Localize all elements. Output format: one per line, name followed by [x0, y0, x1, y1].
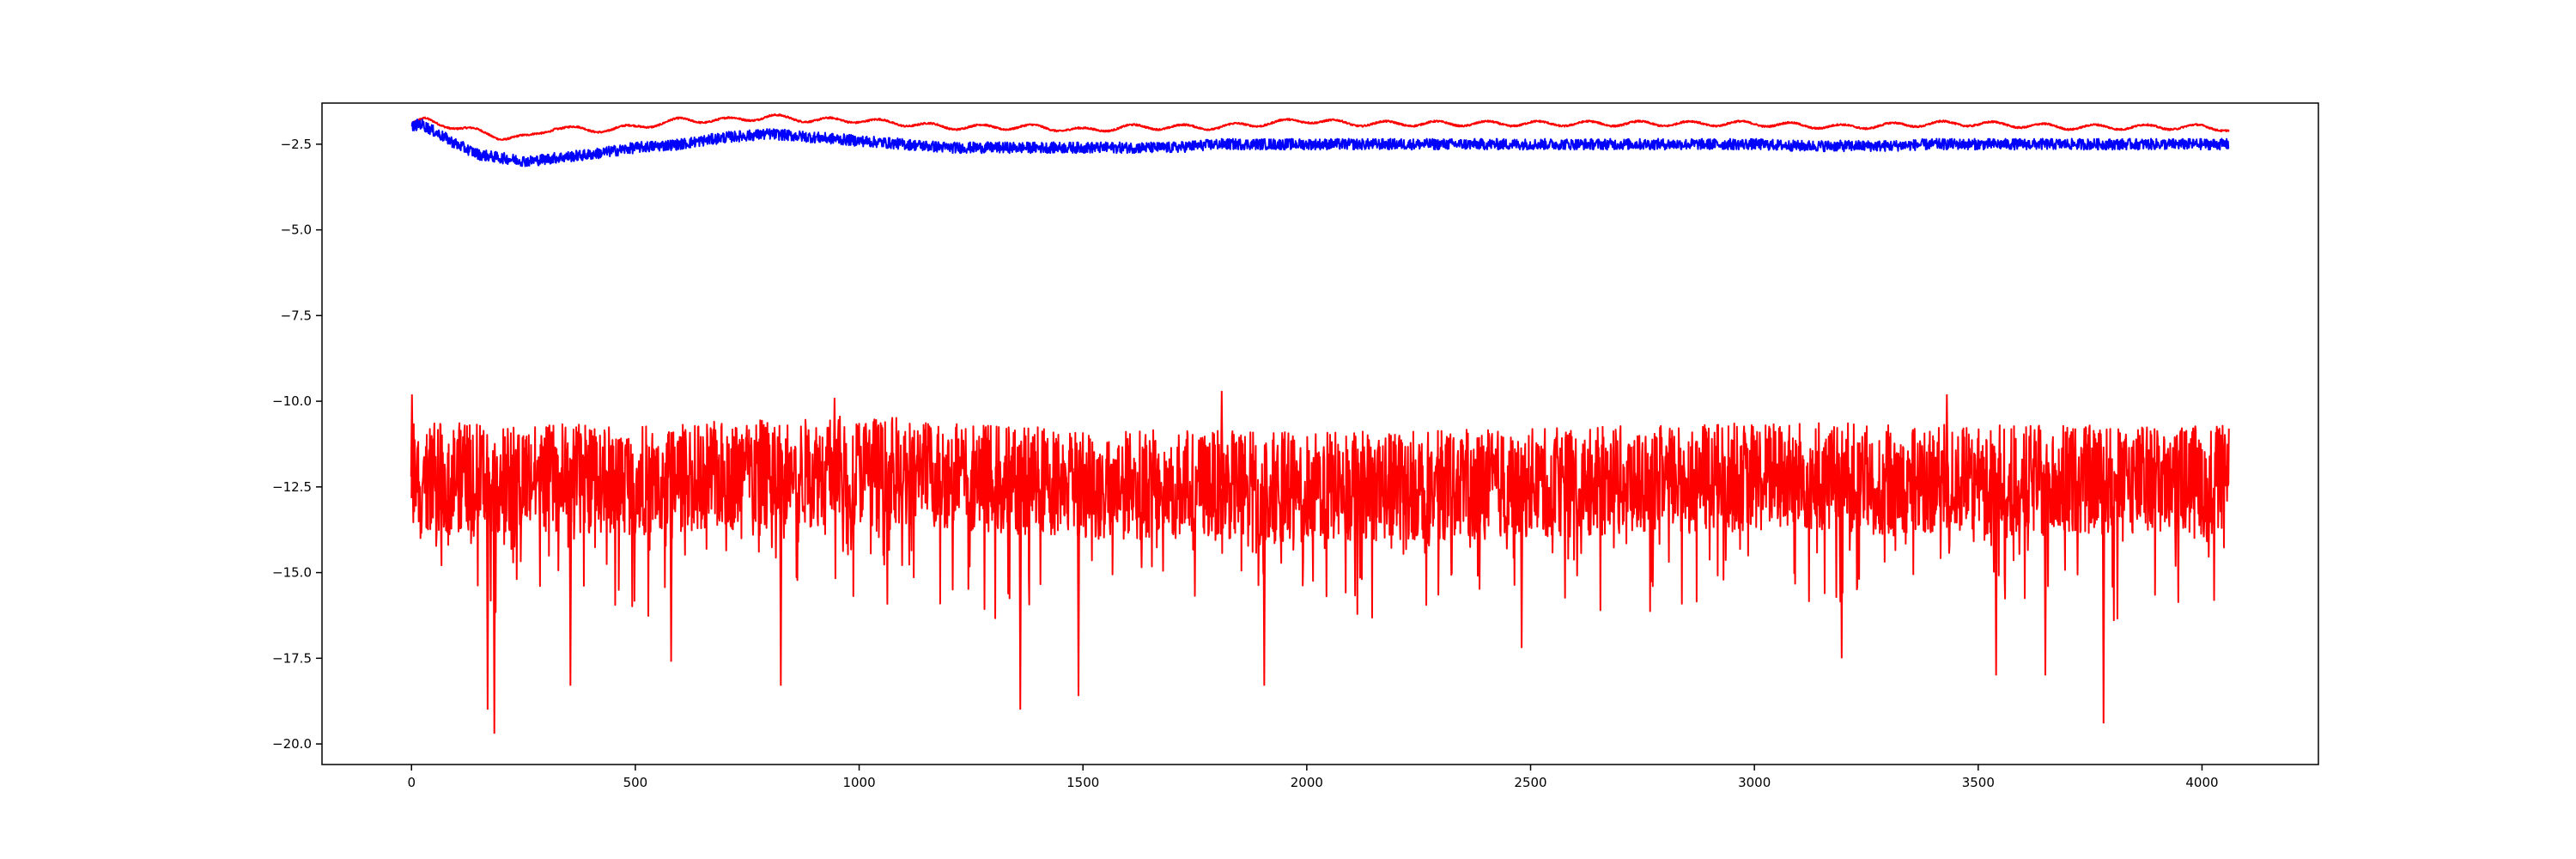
series-3-spike	[779, 473, 783, 686]
x-tick-label: 0	[407, 775, 416, 790]
series-3-spike	[1839, 478, 1844, 659]
series-3-spike	[1018, 479, 1023, 710]
x-tick-label: 500	[623, 775, 648, 790]
x-tick-label: 4000	[2185, 775, 2218, 790]
series-3-spike	[1520, 484, 1524, 649]
x-tick-label: 2000	[1291, 775, 1323, 790]
series-3-spike	[568, 478, 573, 686]
x-tick-label: 3000	[1738, 775, 1771, 790]
series-3-spike	[1076, 483, 1081, 697]
y-axis: −2.5 −5.0 −7.5 −10.0 −12.5 −15.0 −17.5 −20.0	[272, 137, 322, 752]
x-tick-label: 1500	[1066, 775, 1099, 790]
series-3-spike	[1262, 486, 1267, 686]
series-layer	[410, 113, 2230, 734]
series-line-3	[410, 415, 2230, 622]
series-line-1	[410, 113, 2230, 141]
series-line-2	[410, 119, 2230, 168]
x-axis: 0 500 1000 1500 2000 2500 3000 3500 4000	[407, 765, 2219, 790]
y-tick-label: −12.5	[272, 479, 312, 495]
series-3-spike	[2101, 479, 2105, 724]
y-tick-label: −15.0	[272, 565, 312, 581]
plot-frame	[321, 102, 2319, 765]
series-3-spike	[1994, 479, 1998, 676]
series-3-spike	[410, 394, 414, 477]
y-tick-label: −7.5	[281, 308, 312, 323]
series-3-spike	[669, 478, 673, 662]
series-3-spike	[1219, 391, 1224, 486]
series-3-spike	[2043, 479, 2048, 676]
y-tick-label: −17.5	[272, 650, 312, 666]
series-3-spike	[832, 398, 836, 472]
x-tick-label: 1000	[842, 775, 875, 790]
x-tick-label: 2500	[1514, 775, 1546, 790]
y-tick-label: −20.0	[272, 736, 312, 752]
y-tick-label: −5.0	[281, 222, 312, 238]
series-3-spike	[485, 478, 489, 710]
y-tick-label: −2.5	[281, 137, 312, 152]
x-tick-label: 3500	[1962, 775, 1995, 790]
y-tick-label: −10.0	[272, 393, 312, 409]
series-3-spike	[492, 478, 496, 734]
series-3-spike	[1945, 394, 1949, 480]
